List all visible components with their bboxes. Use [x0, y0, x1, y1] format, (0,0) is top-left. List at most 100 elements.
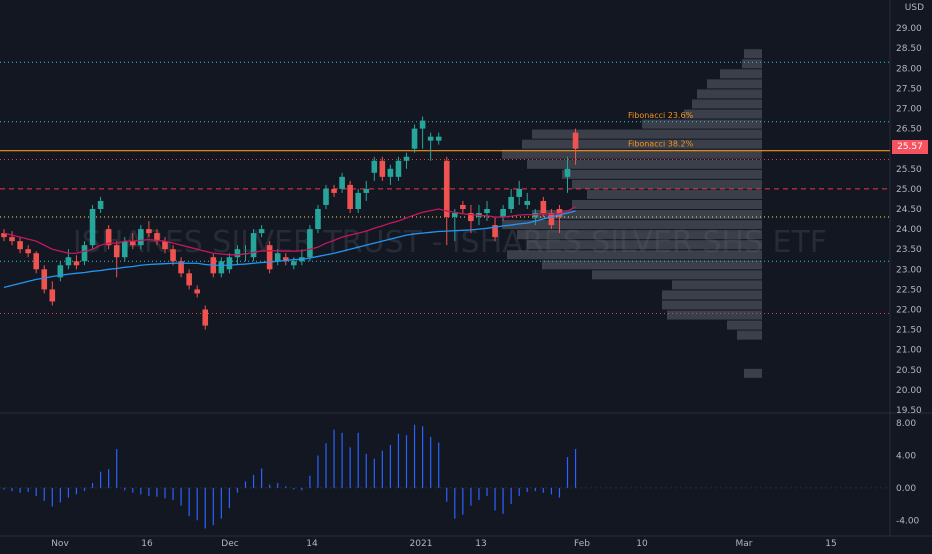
volume-profile-bar: [542, 260, 762, 270]
candle-body: [452, 213, 458, 218]
candle-body: [403, 156, 410, 161]
candle-body: [226, 257, 233, 270]
volume-profile-bar: [720, 69, 762, 79]
volume-profile-bar: [517, 230, 762, 240]
candle-body: [460, 204, 466, 209]
volume-profile-bar: [587, 189, 762, 199]
oscillator-tick-label: -4.00: [896, 516, 920, 526]
candle-body: [178, 261, 184, 274]
candle-body: [282, 257, 289, 262]
candle-body: [508, 196, 514, 209]
oscillator-tick-label: 0.00: [896, 484, 916, 494]
candle-body: [307, 229, 313, 258]
candle-body: [65, 257, 72, 266]
candle-body: [218, 261, 225, 274]
candle-body: [355, 192, 361, 209]
candle-body: [411, 128, 418, 149]
candle-body: [556, 209, 563, 218]
time-tick-label: 13: [475, 539, 486, 549]
candle-body: [121, 241, 128, 258]
price-tick-label: 20.50: [896, 366, 922, 376]
candle-body: [516, 188, 522, 197]
candle-body: [540, 200, 547, 214]
volume-profile-bar: [697, 89, 762, 99]
candle-body: [97, 200, 104, 209]
price-tick-label: 27.00: [896, 105, 922, 115]
candle-body: [130, 241, 136, 246]
volume-profile-bar: [592, 270, 762, 280]
volume-profile-bar: [667, 310, 762, 320]
volume-profile-bar: [572, 179, 762, 189]
price-tick-label: 28.00: [896, 64, 922, 74]
volume-profile-bar: [562, 169, 762, 179]
volume-profile-bar: [692, 99, 762, 109]
volume-profile-bar: [507, 250, 762, 260]
price-tick-label: 28.50: [896, 44, 922, 54]
candle-body: [548, 213, 555, 226]
candle-body: [443, 160, 450, 218]
candle-body: [162, 241, 168, 250]
candle-body: [234, 249, 241, 258]
candle-body: [89, 209, 96, 246]
candle-body: [564, 168, 571, 177]
candle-body: [33, 253, 39, 270]
time-tick-label: 15: [825, 539, 836, 549]
volume-profile-bar: [684, 109, 762, 119]
candle-body: [323, 188, 329, 205]
price-tick-label: 25.50: [896, 165, 922, 175]
candle-body: [468, 213, 474, 222]
candle-body: [484, 209, 490, 214]
candle-body: [146, 229, 152, 234]
candle-body: [202, 309, 209, 326]
currency-label: USD: [904, 3, 924, 13]
volume-profile-bar: [737, 330, 762, 340]
candle-body: [347, 184, 353, 209]
candle-body: [291, 261, 297, 266]
candle-body: [170, 249, 176, 262]
candle-body: [186, 273, 192, 286]
candle-body: [339, 176, 345, 189]
volume-profile-bar: [742, 59, 762, 69]
candle-body: [371, 160, 378, 173]
time-tick-label: 10: [636, 539, 648, 549]
moving-average-blue: [3, 210, 576, 289]
candle-body: [57, 265, 64, 278]
candle-body: [524, 200, 531, 205]
volume-profile-bar: [502, 149, 762, 159]
candle-body: [395, 160, 402, 177]
candle-body: [138, 229, 144, 246]
candle-body: [73, 261, 80, 266]
price-tick-label: 19.50: [896, 406, 922, 416]
candle-body: [258, 229, 265, 234]
candle-body: [1, 233, 7, 238]
candle-body: [113, 245, 120, 258]
price-tick-label: 23.00: [896, 265, 922, 275]
volume-profile-bar: [572, 199, 762, 210]
candle-body: [250, 233, 257, 258]
volume-profile-bar: [532, 210, 762, 220]
price-tick-label: 23.50: [896, 245, 922, 255]
candle-body: [379, 160, 386, 177]
candle-body: [41, 269, 48, 290]
volume-profile-bar: [727, 320, 762, 330]
volume-profile-bar: [527, 159, 762, 169]
candle-body: [194, 289, 200, 294]
last-price-badge: 25.57: [892, 140, 928, 154]
candle-body: [419, 120, 426, 129]
time-tick-label: 16: [141, 539, 153, 549]
time-tick-label: Nov: [51, 539, 69, 549]
volume-profile-bar: [527, 240, 762, 250]
candle-body: [315, 209, 321, 230]
candle-body: [9, 237, 15, 242]
candle-body: [49, 289, 56, 302]
volume-profile-bar: [522, 139, 762, 149]
volume-profile-bar: [532, 129, 762, 139]
candle-body: [492, 225, 498, 238]
candle-body: [154, 233, 160, 242]
volume-profile-bar: [662, 290, 762, 300]
candle-body: [331, 188, 337, 193]
time-tick-label: Mar: [736, 539, 753, 549]
oscillator-tick-label: 4.00: [896, 451, 916, 461]
